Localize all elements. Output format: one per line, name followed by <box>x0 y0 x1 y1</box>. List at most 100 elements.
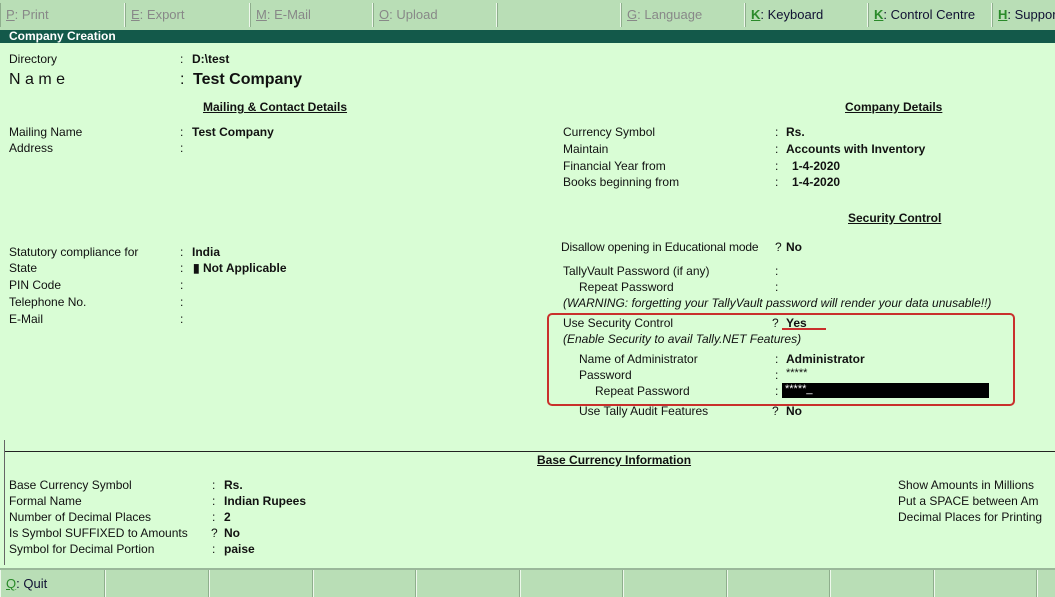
name-field[interactable]: Test Company <box>193 71 303 88</box>
password-field[interactable]: ***** <box>786 367 808 379</box>
screen-title: Company Creation <box>0 30 1055 43</box>
email-button[interactable]: M: E-Mail <box>250 3 373 27</box>
divider <box>5 451 1055 452</box>
disallow-field[interactable]: No <box>786 240 802 254</box>
decimals-label: Number of Decimal Places <box>9 510 152 524</box>
empty-button <box>623 570 727 597</box>
statutory-field[interactable]: India <box>192 245 221 259</box>
colon: : <box>775 264 779 278</box>
state-label: State <box>9 261 38 275</box>
suffix-field[interactable]: No <box>224 526 240 540</box>
question-mark: ? <box>772 404 779 418</box>
colon: : <box>775 159 779 173</box>
audit-field[interactable]: No <box>786 404 802 418</box>
highlight-box <box>547 313 1015 406</box>
colon: : <box>180 245 184 259</box>
vault-label: TallyVault Password (if any) <box>563 264 710 278</box>
colon: : <box>775 352 779 366</box>
audit-label: Use Tally Audit Features <box>579 404 709 418</box>
empty-button <box>830 570 934 597</box>
mailing-heading: Mailing & Contact Details <box>203 100 348 114</box>
currency-field[interactable]: Rs. <box>786 125 805 139</box>
empty-button <box>497 3 621 27</box>
colon: : <box>180 312 184 326</box>
colon: : <box>775 280 779 294</box>
colon: : <box>212 494 216 508</box>
fy-label: Financial Year from <box>563 159 666 173</box>
space-label: Put a SPACE between Am <box>898 494 1039 508</box>
formal-name-field[interactable]: Indian Rupees <box>224 494 307 508</box>
admin-label: Name of Administrator <box>579 352 698 366</box>
colon: : <box>180 261 184 275</box>
use-security-field[interactable]: Yes <box>786 316 807 330</box>
vault-repeat-label: Repeat Password <box>579 280 674 294</box>
colon: : <box>180 125 184 139</box>
colon: : <box>775 368 779 382</box>
currency-label: Currency Symbol <box>563 125 656 139</box>
company-details-heading: Company Details <box>845 100 943 114</box>
support-button[interactable]: H: Support <box>992 3 1055 27</box>
name-label: N a m e <box>9 71 66 88</box>
empty-button <box>313 570 416 597</box>
print-button[interactable]: P: Print <box>0 3 125 27</box>
control-centre-button[interactable]: K: Control Centre <box>868 3 992 27</box>
question-mark: ? <box>211 526 218 540</box>
question-mark: ? <box>772 316 779 330</box>
state-field[interactable]: ▮ Not Applicable <box>193 261 287 275</box>
bottom-button-bar: Q: Quit <box>0 568 1055 597</box>
printing-decimals-label: Decimal Places for Printing <box>898 510 1043 524</box>
colon: : <box>212 510 216 524</box>
colon: : <box>180 71 185 88</box>
top-button-bar: P: Print E: Export M: E-Mail O: Upload G… <box>0 0 1055 31</box>
divider <box>4 440 5 565</box>
vault-warning: (WARNING: forgetting your TallyVault pas… <box>563 296 992 310</box>
suffix-label: Is Symbol SUFFIXED to Amounts <box>9 526 188 540</box>
pin-label: PIN Code <box>9 278 62 292</box>
empty-button <box>934 570 1037 597</box>
base-currency-heading: Base Currency Information <box>537 453 692 467</box>
question-mark: ? <box>775 240 782 254</box>
empty-button <box>416 570 520 597</box>
portion-label: Symbol for Decimal Portion <box>9 542 155 556</box>
colon: : <box>180 52 184 66</box>
highlight-underline <box>782 328 826 330</box>
mailing-name-label: Mailing Name <box>9 125 83 139</box>
disallow-label: Disallow opening in Educational mode <box>561 240 759 254</box>
colon: : <box>180 278 184 292</box>
books-label: Books beginning from <box>563 175 680 189</box>
password-label: Password <box>579 368 632 382</box>
directory-value: D:\test <box>192 52 230 66</box>
language-button[interactable]: G: Language <box>621 3 745 27</box>
repeat-password-label: Repeat Password <box>595 384 690 398</box>
upload-button[interactable]: O: Upload <box>373 3 497 27</box>
colon: : <box>775 384 779 398</box>
telephone-label: Telephone No. <box>9 295 87 309</box>
statutory-label: Statutory compliance for <box>9 245 139 259</box>
colon: : <box>775 142 779 156</box>
decimals-field[interactable]: 2 <box>224 510 231 524</box>
export-button[interactable]: E: Export <box>125 3 250 27</box>
email-label: E-Mail <box>9 312 44 326</box>
fy-field[interactable]: 1-4-2020 <box>792 159 841 173</box>
address-label: Address <box>9 141 54 155</box>
text-cursor: _ <box>806 383 813 395</box>
books-field[interactable]: 1-4-2020 <box>792 175 841 189</box>
use-security-label: Use Security Control <box>563 316 674 330</box>
list-marker-icon: ▮ <box>193 261 203 275</box>
base-symbol-field[interactable]: Rs. <box>224 478 243 492</box>
keyboard-button[interactable]: K: Keyboard <box>745 3 868 27</box>
quit-button[interactable]: Q: Quit <box>0 570 105 597</box>
portion-field[interactable]: paise <box>224 542 255 556</box>
maintain-field[interactable]: Accounts with Inventory <box>786 142 926 156</box>
colon: : <box>775 175 779 189</box>
base-symbol-label: Base Currency Symbol <box>9 478 132 492</box>
empty-button <box>209 570 313 597</box>
colon: : <box>180 141 184 155</box>
maintain-label: Maintain <box>563 142 609 156</box>
security-heading: Security Control <box>848 211 942 225</box>
admin-field[interactable]: Administrator <box>786 352 865 366</box>
formal-name-label: Formal Name <box>9 494 82 508</box>
repeat-password-field[interactable]: *****_ <box>782 383 989 398</box>
mailing-name-field[interactable]: Test Company <box>192 125 274 139</box>
empty-button <box>105 570 209 597</box>
